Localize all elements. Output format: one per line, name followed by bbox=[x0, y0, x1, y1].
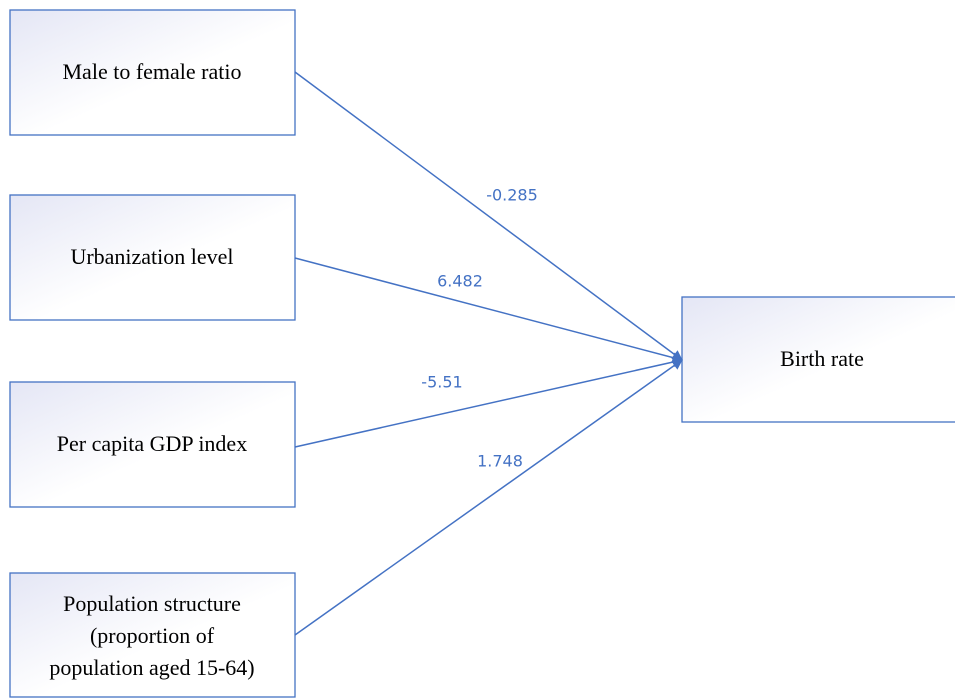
node-box bbox=[681, 296, 955, 423]
edge-label: 6.482 bbox=[437, 272, 483, 291]
node-label: population aged 15-64) bbox=[49, 655, 254, 680]
edge-arrow bbox=[294, 71, 683, 361]
edge-arrow bbox=[294, 359, 683, 636]
edge-label: 1.748 bbox=[477, 452, 523, 471]
edge-arrow bbox=[294, 356, 684, 448]
edge-label: -5.51 bbox=[421, 373, 462, 392]
node-label: Per capita GDP index bbox=[57, 431, 247, 456]
node-label: (proportion of bbox=[90, 623, 215, 648]
node-box bbox=[9, 381, 296, 508]
node-label: Population structure bbox=[63, 591, 241, 616]
node-label: Male to female ratio bbox=[63, 59, 242, 84]
node-label: Birth rate bbox=[780, 346, 864, 371]
node-box bbox=[9, 194, 296, 321]
node-label: Urbanization level bbox=[70, 244, 233, 269]
edge-arrow bbox=[294, 257, 684, 363]
node-box bbox=[9, 9, 296, 136]
node-box bbox=[9, 572, 296, 698]
edge-label: -0.285 bbox=[486, 186, 538, 205]
